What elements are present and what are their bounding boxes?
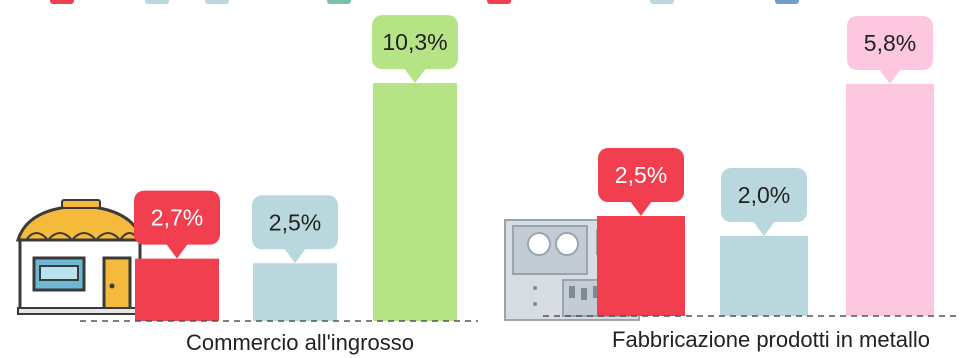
legend-swatch-4 [327, 0, 351, 4]
bar-group1-1 [135, 258, 219, 321]
value-bubble-pointer-group2-3 [879, 69, 901, 84]
value-bubble-group1-2 [252, 195, 338, 250]
value-bubble-group1-3 [372, 15, 458, 70]
value-bubble-group1-1 [134, 190, 220, 245]
value-bubble-pointer-group1-1 [166, 243, 188, 259]
bar-group2-3 [846, 84, 934, 316]
value-label-group2-3: 5,8% [864, 30, 916, 56]
bar-group2-2 [720, 236, 808, 316]
category-label-2: Fabbricazione prodotti in metallo [612, 327, 930, 352]
legend-swatch-3 [205, 0, 229, 4]
value-label-group1-1: 2,7% [151, 205, 203, 231]
bar-group1-3 [373, 83, 457, 321]
value-bubble-group2-3 [847, 16, 933, 70]
value-bubble-group2-1 [598, 148, 684, 202]
value-bubble-group2-2 [721, 168, 807, 222]
value-label-group1-3: 10,3% [382, 29, 447, 55]
value-bubble-pointer-group1-2 [284, 248, 306, 264]
legend [50, 0, 799, 4]
legend-swatch-1 [50, 0, 74, 4]
legend-swatch-5 [487, 0, 511, 4]
value-bubble-pointer-group2-1 [630, 201, 652, 216]
legend-swatch-6 [650, 0, 674, 4]
legend-swatch-7 [775, 0, 799, 4]
category-label-1: Commercio all'ingrosso [186, 330, 414, 355]
value-label-group2-2: 2,0% [738, 182, 790, 208]
value-bubble-pointer-group1-3 [404, 68, 426, 84]
legend-swatch-2 [145, 0, 169, 4]
value-label-group2-1: 2,5% [615, 162, 667, 188]
value-label-group1-2: 2,5% [269, 209, 321, 235]
bar-group1-2 [253, 263, 337, 321]
bar-group2-1 [597, 216, 685, 316]
shop-icon [15, 199, 145, 315]
value-bubble-pointer-group2-2 [753, 221, 775, 236]
bars: 2,7% 2,5% 10,3% 2,5% 2,0% 5,8% [134, 15, 934, 321]
